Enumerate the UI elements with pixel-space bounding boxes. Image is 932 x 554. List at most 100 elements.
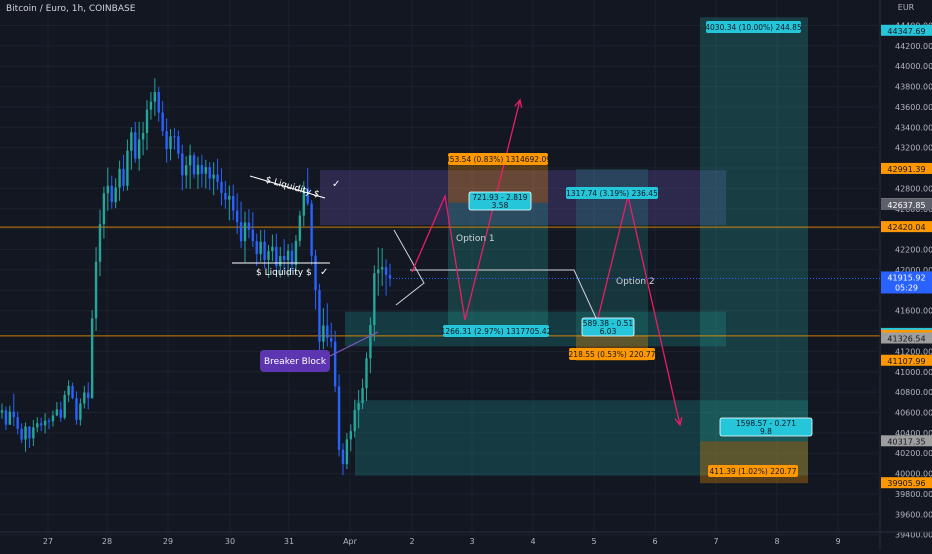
candle xyxy=(118,160,121,201)
candle-body xyxy=(63,394,66,418)
breaker-block-box xyxy=(260,350,330,372)
candle-body xyxy=(388,275,392,279)
candle xyxy=(318,283,321,352)
candle xyxy=(220,168,223,206)
x-tick-label: 5 xyxy=(591,537,596,546)
candle xyxy=(137,121,141,171)
candle-body xyxy=(263,241,266,261)
candle xyxy=(337,374,341,457)
candle xyxy=(333,330,337,392)
candle xyxy=(271,234,274,262)
candle xyxy=(361,378,364,410)
candle xyxy=(384,259,388,296)
candle-body xyxy=(282,255,286,261)
candle xyxy=(12,393,15,427)
candle xyxy=(326,303,329,347)
price-tag: 39905.96 xyxy=(881,477,932,489)
x-tick-label: 31 xyxy=(284,537,294,546)
candle xyxy=(286,244,290,278)
candle-body xyxy=(79,403,82,420)
candle-body xyxy=(361,388,364,404)
x-tick-label: 6 xyxy=(652,537,657,546)
range-label-text: 411.39 (1.02%) 220.77 xyxy=(710,467,797,476)
candle xyxy=(267,244,270,278)
candle-body xyxy=(39,423,43,426)
candle-body xyxy=(67,385,70,395)
candle-body xyxy=(255,241,258,255)
candle xyxy=(130,127,133,170)
candle xyxy=(126,139,129,191)
candle xyxy=(4,406,8,431)
candle xyxy=(192,152,196,179)
candle xyxy=(247,209,251,239)
candle-body xyxy=(259,241,262,255)
candle-body xyxy=(275,246,278,267)
candle-body xyxy=(212,174,215,179)
candle xyxy=(59,401,62,422)
candle-body xyxy=(149,101,153,110)
candle-body xyxy=(134,132,137,159)
candle-body xyxy=(267,251,270,261)
price-tag: 42637.85 xyxy=(881,198,932,210)
candle xyxy=(114,178,117,209)
price-tag: 40317.35 xyxy=(881,435,932,447)
candle xyxy=(235,193,239,235)
candle-body xyxy=(224,193,227,200)
candle xyxy=(330,322,333,348)
range-label-box xyxy=(719,417,813,437)
candle xyxy=(161,101,164,137)
candle xyxy=(345,433,349,470)
price-tag-label: 40317.35 xyxy=(887,437,925,446)
candle xyxy=(106,167,110,211)
y-tick-label: 40000.00 xyxy=(895,470,932,479)
candle xyxy=(369,317,372,374)
candle xyxy=(322,308,325,350)
range-label: 4030.34 (10.00%) 244.85 xyxy=(705,21,802,33)
candle-body xyxy=(349,431,353,440)
candle-body xyxy=(353,410,356,432)
candle xyxy=(153,78,157,116)
candle xyxy=(177,130,180,159)
candle-body xyxy=(200,165,204,174)
candle xyxy=(157,86,160,122)
candle xyxy=(314,249,317,310)
candle-body xyxy=(314,255,317,291)
price-tag-label: 39905.96 xyxy=(887,479,925,488)
candle-body xyxy=(126,150,129,186)
range-label-box xyxy=(448,153,548,165)
candle xyxy=(259,230,262,262)
candle-body xyxy=(51,415,55,422)
candle-body xyxy=(8,411,12,425)
liquidity-line-top xyxy=(249,175,326,199)
range-label: 1317.74 (3.19%) 236.45 xyxy=(566,187,658,199)
range-label: 1266.31 (2.97%) 1317705.42 xyxy=(441,325,552,337)
candle xyxy=(349,424,353,452)
candle-body xyxy=(290,250,294,266)
y-tick-label: 43400.00 xyxy=(895,123,932,132)
candle-body xyxy=(12,411,15,418)
candle-body xyxy=(232,195,235,211)
y-tick-label: 44000.00 xyxy=(895,62,932,71)
range-label-box xyxy=(443,325,549,337)
x-tick-label: 28 xyxy=(102,537,112,546)
candle-body xyxy=(330,338,333,342)
candle-body xyxy=(326,325,329,339)
candle-body xyxy=(302,187,305,216)
y-tick-label: 43800.00 xyxy=(895,83,932,92)
candle-body xyxy=(122,168,125,186)
candle xyxy=(263,229,266,269)
candle-body xyxy=(47,420,51,422)
candle-body xyxy=(0,410,4,413)
candle-body xyxy=(181,153,184,176)
candle xyxy=(87,382,90,410)
candle-body xyxy=(87,392,90,399)
candle xyxy=(251,212,255,248)
price-tag: 41326.54 xyxy=(881,332,932,344)
candle xyxy=(20,423,23,444)
price-tag: 41107.99 xyxy=(881,354,932,366)
candle xyxy=(75,391,78,425)
candle-body xyxy=(384,267,388,275)
candle xyxy=(79,398,82,426)
